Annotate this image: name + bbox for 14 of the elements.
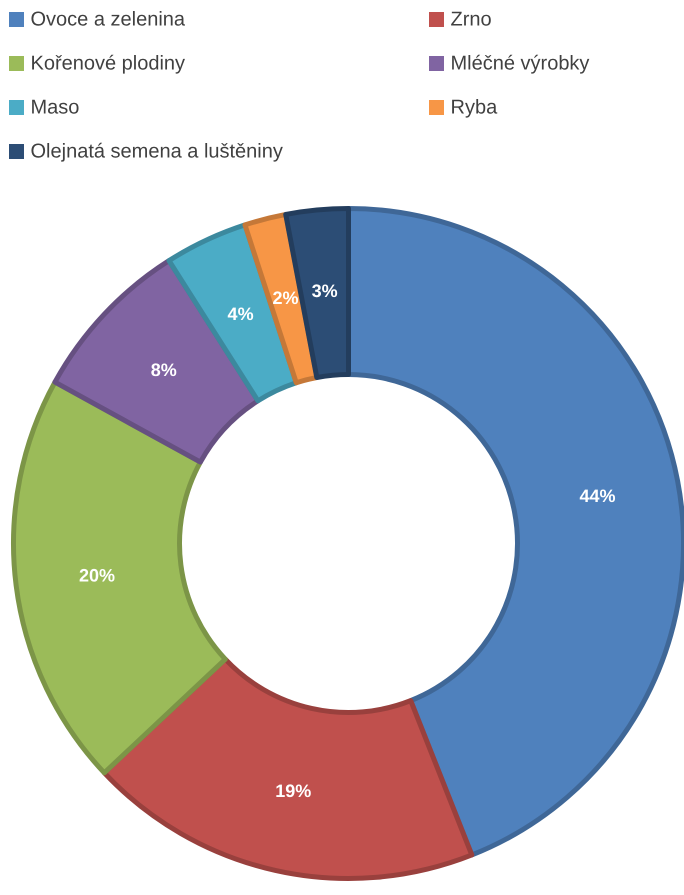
- data-label: 3%: [312, 281, 338, 302]
- data-label: 44%: [579, 486, 616, 506]
- data-label: 8%: [150, 360, 177, 380]
- legend-label: Ovoce a zelenina: [30, 8, 186, 30]
- data-label: 20%: [78, 565, 116, 586]
- data-label: 2%: [272, 288, 298, 308]
- legend-label: Zrno: [450, 8, 492, 30]
- legend-label: Olejnatá semena a luštěniny: [30, 140, 283, 162]
- legend-label: Kořenové plodiny: [30, 52, 186, 74]
- legend-label: Mléčné výrobky: [450, 52, 590, 74]
- data-label: 4%: [228, 304, 254, 324]
- data-label: 19%: [275, 780, 312, 801]
- legend-label: Ryba: [450, 96, 498, 118]
- legend-label: Maso: [30, 96, 80, 118]
